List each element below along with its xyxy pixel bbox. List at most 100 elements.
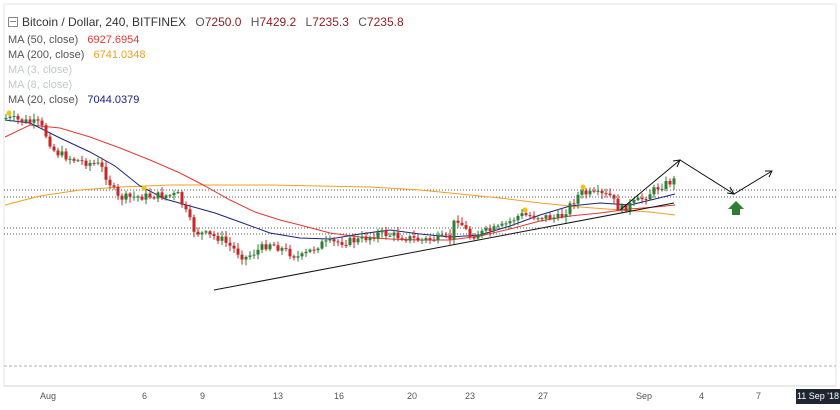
close-label: C [358, 15, 367, 29]
candle-body [128, 193, 132, 197]
symbol-header[interactable]: Bitcoin / Dollar, 240, BITFINEX O7250.0 … [8, 15, 404, 31]
candle-body [184, 204, 188, 210]
candle-body [196, 231, 200, 235]
indicator-ma3[interactable]: MA (3, close) [8, 63, 404, 78]
candle-body [68, 158, 72, 160]
indicator-ma50[interactable]: MA (50, close) 6927.6954 [8, 33, 404, 48]
candle-body [640, 197, 644, 200]
candlestick-series[interactable] [4, 110, 676, 266]
candle-body [544, 215, 548, 219]
candle-body [508, 221, 512, 224]
candle-body [156, 192, 160, 199]
candle-body [364, 236, 368, 241]
uptrend-line[interactable] [213, 202, 675, 291]
candle-body [168, 195, 172, 197]
candle-body [464, 225, 468, 229]
indicator-ma8[interactable]: MA (8, close) [8, 78, 404, 93]
candle-body [528, 215, 532, 217]
candle-body [4, 117, 8, 119]
indicator-label: MA (3, close) [8, 64, 73, 76]
candle-body [656, 187, 660, 190]
candle-body [148, 193, 152, 198]
green-up-arrow-icon[interactable] [728, 201, 744, 215]
candle-body [292, 256, 296, 258]
candle-body [524, 213, 528, 216]
candle-body [208, 231, 212, 235]
candle-body [612, 195, 616, 199]
candle-body [556, 213, 560, 218]
event-marker-icon[interactable] [6, 110, 12, 116]
candle-body [268, 244, 272, 250]
candle-body [88, 162, 92, 166]
candle-body [252, 254, 256, 256]
candle-body [356, 238, 360, 243]
candle-body [344, 244, 348, 246]
candle-body [40, 120, 44, 126]
candle-body [496, 225, 500, 227]
candle-body [284, 248, 288, 250]
indicator-label: MA (200, close) [8, 49, 85, 61]
candle-body [16, 116, 20, 120]
candle-body [120, 195, 124, 200]
x-tick-label: 4 [699, 391, 704, 401]
candle-body [72, 158, 76, 161]
candle-body [76, 160, 80, 162]
event-marker-icon[interactable] [522, 207, 528, 213]
candle-body [188, 209, 192, 218]
ma200-line [4, 184, 676, 216]
candle-body [440, 234, 444, 236]
candle-body [584, 190, 588, 195]
candle-body [420, 239, 424, 241]
candle-body [220, 236, 224, 241]
forecast-path[interactable] [619, 159, 773, 211]
candle-body [216, 236, 220, 241]
x-tick-label: Sep [636, 391, 652, 401]
candle-body [572, 203, 576, 205]
candle-body [668, 181, 672, 185]
candle-body [376, 232, 380, 239]
candle-body [500, 223, 504, 226]
event-marker-icon[interactable] [580, 184, 586, 190]
candle-body [328, 239, 332, 241]
candle-body [84, 160, 88, 166]
candle-body [200, 232, 204, 235]
candle-body [276, 245, 280, 251]
candle-body [416, 237, 420, 241]
candle-body [592, 190, 596, 192]
candle-body [516, 216, 520, 221]
candle-body [380, 230, 384, 233]
candle-body [604, 193, 608, 195]
candle-body [620, 205, 624, 211]
candle-body [152, 197, 156, 199]
candle-body [548, 215, 552, 220]
indicator-label: MA (50, close) [8, 34, 79, 46]
candle-body [340, 242, 344, 245]
x-tick-label: 7 [756, 391, 761, 401]
candle-body [36, 119, 40, 121]
candle-body [300, 253, 304, 257]
indicator-ma200[interactable]: MA (200, close) 6741.0348 [8, 48, 404, 63]
candle-body [212, 234, 216, 237]
candle-body [228, 242, 232, 246]
candle-body [8, 116, 12, 118]
candle-body [24, 119, 28, 123]
candle-body [288, 248, 292, 257]
candle-body [244, 256, 248, 260]
indicator-label: MA (8, close) [8, 79, 73, 91]
candle-body [392, 232, 396, 236]
candle-body [236, 248, 240, 255]
candle-body [476, 235, 480, 239]
collapse-icon[interactable] [8, 17, 18, 27]
candle-body [564, 214, 568, 218]
candle-body [140, 196, 144, 200]
candle-body [588, 190, 592, 195]
x-axis-labels: Aug 6 9 13 16 20 23 27 Sep 4 7 [40, 391, 761, 401]
candle-body [488, 228, 492, 231]
event-marker-icon[interactable] [141, 185, 147, 191]
low-value: 7235.3 [312, 15, 349, 29]
candle-body [596, 190, 600, 192]
x-tick-label: 27 [538, 391, 548, 401]
indicator-ma20[interactable]: MA (20, close) 7044.0379 [8, 93, 404, 108]
candle-body [160, 192, 164, 199]
